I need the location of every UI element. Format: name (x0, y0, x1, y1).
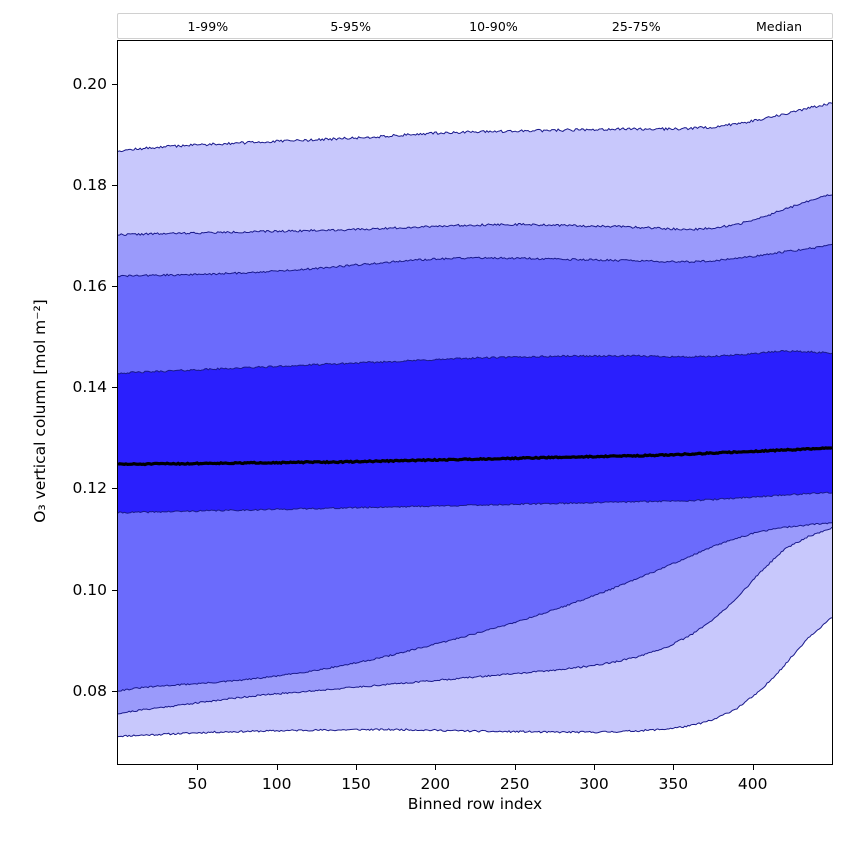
x-tick-mark (752, 764, 754, 770)
percentile-bands-svg (118, 102, 832, 738)
legend-label: 10-90% (469, 18, 518, 34)
x-tick-label: 350 (658, 775, 689, 793)
band-edge-p25 (118, 491, 832, 514)
y-tick-label: 0.18 (72, 176, 107, 195)
band-edge-p1 (118, 617, 832, 738)
y-tick-mark (112, 387, 118, 389)
x-tick-label: 300 (579, 775, 609, 793)
x-axis-label: Binned row index (407, 795, 543, 813)
legend-entry-1-99-[interactable]: 1-99% (118, 19, 261, 34)
legend-label: Median (756, 18, 803, 34)
x-tick-mark (276, 764, 278, 770)
plot-clip (118, 41, 832, 764)
chart-legend: 1-99% 5-95% 10-90% 25-75% Median (117, 13, 833, 39)
y-tick-mark (112, 488, 118, 490)
plot-area: 0.08 0.10 0.12 0.14 0.16 0.18 0.20 50 100 150 200… (72, 40, 833, 793)
y-tick-mark (112, 286, 118, 288)
band-edge-p75 (118, 349, 832, 375)
legend-entry-25-75-[interactable]: 25-75% (546, 19, 689, 34)
y-tick-mark (112, 83, 118, 85)
x-tick-label: 100 (261, 775, 292, 793)
x-tick-mark (673, 764, 675, 770)
legend-entry-5-95-[interactable]: 5-95% (261, 19, 404, 34)
x-tick-label: 50 (187, 775, 208, 793)
band-edge-p10 (118, 522, 832, 692)
band-edge-p95 (118, 194, 832, 236)
legend-label: 25-75% (611, 18, 661, 34)
band-25to75 (118, 350, 832, 514)
legend-entry-10-90-[interactable]: 10-90% (404, 19, 547, 34)
legend-label: 1-99% (187, 18, 229, 34)
median-line (118, 446, 832, 467)
band-edge-p99 (118, 102, 832, 153)
x-tick-label: 150 (341, 775, 371, 793)
x-tick-mark (594, 764, 595, 770)
band-edge-p90 (118, 243, 832, 278)
x-tick-label: 250 (499, 775, 530, 793)
y-tick-mark (112, 690, 118, 692)
legend-label: 5-95% (330, 18, 372, 34)
x-tick-mark (356, 764, 357, 770)
legend-entry-median[interactable]: Median (689, 19, 832, 34)
y-tick-label: 0.14 (72, 378, 107, 397)
y-tick-label: 0.20 (72, 74, 107, 93)
x-tick-mark (435, 764, 437, 770)
y-tick-label: 0.12 (72, 479, 107, 498)
y-tick-label: 0.08 (72, 681, 107, 700)
y-tick-mark (112, 589, 118, 591)
y-axis-label: O₃ vertical column [mol m⁻²] (31, 299, 49, 523)
band-edge-p5 (118, 526, 832, 715)
x-tick-label: 200 (420, 775, 451, 793)
y-tick-label: 0.10 (72, 580, 107, 599)
x-tick-mark (514, 764, 516, 770)
y-tick-label: 0.16 (72, 277, 107, 296)
x-tick-mark (197, 764, 199, 770)
x-tick-label: 400 (737, 775, 768, 793)
y-tick-mark (112, 185, 118, 187)
